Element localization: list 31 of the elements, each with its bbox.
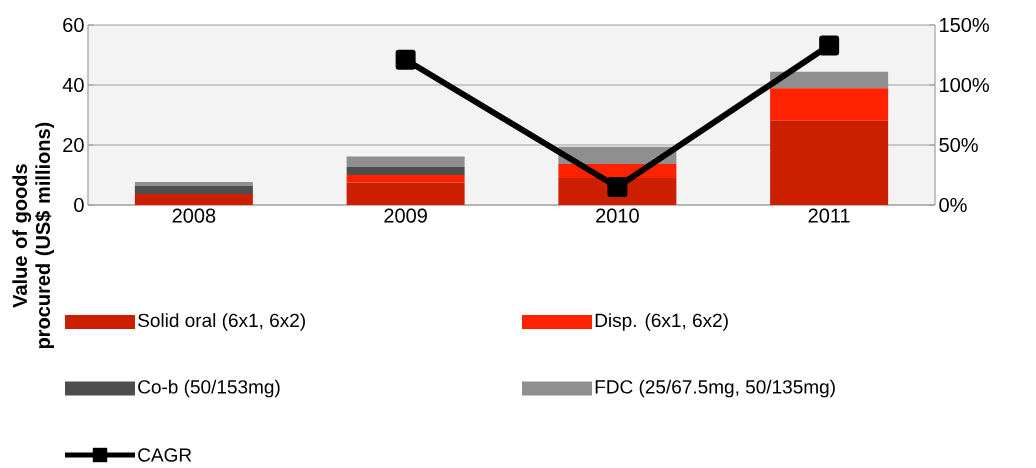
y-axis-title: Value of goods procured (US$ millions)	[12, 122, 54, 349]
y2-tick-label: 0%	[939, 197, 967, 213]
point	[819, 35, 840, 56]
legend-label: Solid oral (6x1, 6x2)	[138, 313, 305, 331]
bar	[346, 182, 465, 205]
point	[607, 177, 628, 197]
legend-label: FDC (25/67.5mg, 50/135mg)	[595, 379, 835, 398]
y-tick-label: 0	[74, 197, 84, 213]
bar	[134, 181, 253, 187]
y2-tick-label: 50%	[939, 137, 978, 153]
x-tick-label: 2009	[384, 208, 427, 223]
legend-label: Disp. (6x1, 6x2)	[595, 313, 728, 331]
y2-tick-label: 150%	[940, 17, 989, 33]
x-tick-label: 2011	[808, 208, 850, 223]
legend-label: CAGR	[138, 448, 192, 462]
bar	[134, 186, 253, 194]
bar	[346, 156, 465, 167]
bar	[770, 120, 889, 205]
bar	[346, 175, 465, 183]
bar	[134, 193, 253, 205]
y-tick-label: 40	[62, 77, 84, 93]
y-tick-label: 20	[63, 137, 84, 153]
legend-label: Co-b (50/153mg)	[138, 379, 280, 398]
bar	[770, 71, 889, 89]
x-tick-label: 2008	[172, 208, 216, 223]
bar	[770, 88, 889, 121]
point	[395, 49, 416, 70]
bar	[346, 166, 465, 175]
y2-tick-label: 100%	[940, 77, 989, 93]
y-tick-label: 60	[63, 17, 84, 33]
x-tick-label: 2010	[596, 208, 639, 223]
